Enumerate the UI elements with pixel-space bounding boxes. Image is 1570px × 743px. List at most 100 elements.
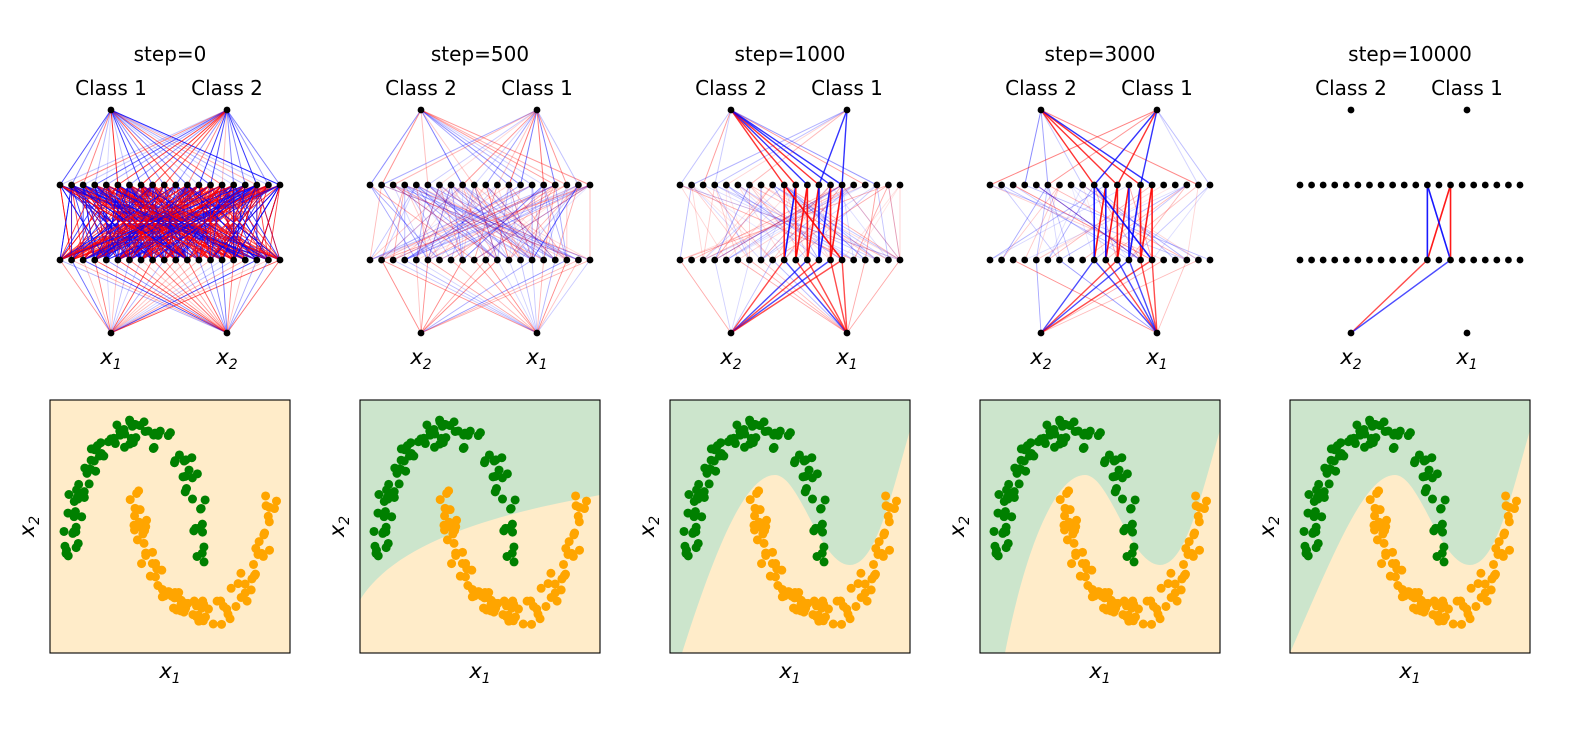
hidden-neuron — [986, 256, 994, 264]
connection-edge — [404, 184, 440, 261]
class-green-point — [1410, 458, 1420, 468]
connection-edge — [450, 184, 533, 261]
connection-edge — [439, 109, 538, 186]
connection-edge — [381, 259, 538, 334]
connection-edge — [427, 184, 579, 261]
class-green-point — [499, 526, 509, 536]
connection-edge — [381, 184, 591, 261]
class-orange-point — [1202, 496, 1212, 506]
connection-edge — [1040, 109, 1153, 186]
hidden-neuron — [1493, 256, 1501, 264]
connection-edge — [392, 184, 544, 261]
class-green-point — [1002, 485, 1012, 495]
class-orange-point — [533, 609, 543, 619]
y-axis-label-subscript: 2 — [337, 516, 353, 525]
class-orange-point — [263, 511, 273, 521]
class-green-point — [86, 455, 96, 465]
connection-edge — [679, 184, 727, 261]
class-orange-point — [808, 610, 818, 620]
hidden-neuron — [551, 256, 559, 264]
hidden-neuron — [1377, 256, 1385, 264]
class-orange-point — [1480, 579, 1490, 589]
class-orange-point — [457, 559, 467, 569]
hidden-neuron — [459, 181, 467, 189]
x-axis-label-subscript: 1 — [482, 671, 491, 687]
connection-edge — [369, 184, 475, 261]
connection-edge — [420, 109, 475, 186]
class-green-point — [709, 444, 719, 454]
class-green-point — [716, 438, 726, 448]
class-green-point — [389, 492, 399, 502]
class-orange-point — [760, 526, 770, 536]
hidden-neuron — [1102, 181, 1110, 189]
class-green-point — [187, 494, 197, 504]
plot-frame — [669, 399, 911, 654]
connection-edge — [415, 184, 440, 261]
connection-edge — [749, 109, 848, 186]
class-green-point — [679, 526, 689, 536]
connection-edge — [450, 184, 556, 261]
connection-edge — [1139, 259, 1158, 334]
class-orange-point — [1199, 504, 1209, 514]
class-green-point — [153, 430, 163, 440]
class-orange-point — [1509, 504, 1519, 514]
class-orange-point — [223, 609, 233, 619]
y-axis-label: x2 — [325, 516, 353, 538]
class-green-point — [99, 451, 109, 461]
region-green — [670, 400, 910, 653]
connection-edge — [59, 109, 228, 186]
connection-edge — [783, 259, 848, 334]
hidden-neuron — [1296, 181, 1304, 189]
class-green-point — [1311, 522, 1321, 532]
hidden-neuron — [757, 256, 765, 264]
connection-edge — [415, 184, 429, 261]
panel-title: step=1000 — [735, 42, 846, 66]
class-orange-point — [843, 609, 853, 619]
connection-edge — [450, 184, 556, 261]
connection-edge — [485, 259, 538, 334]
connection-edge — [485, 184, 510, 261]
input-label: x2 — [1029, 345, 1051, 373]
class-orange-point — [1062, 488, 1072, 498]
y-axis-label: x2 — [635, 516, 663, 538]
hidden-neuron — [1377, 181, 1385, 189]
connection-edge — [82, 109, 228, 186]
class-green-point — [1437, 519, 1447, 529]
connection-edge — [841, 184, 855, 261]
connection-edge — [841, 184, 901, 261]
connection-edge — [369, 184, 591, 261]
class-green-point — [729, 436, 739, 446]
connection-edge — [989, 184, 1164, 261]
class-orange-point — [1503, 511, 1513, 521]
connection-edge — [420, 109, 429, 186]
connection-edge — [381, 109, 538, 186]
connection-edge — [404, 184, 533, 261]
class-green-point — [497, 494, 507, 504]
class-green-point — [394, 479, 404, 489]
connection-edge — [679, 109, 732, 186]
connection-edge — [175, 109, 228, 186]
output-neuron — [1153, 106, 1161, 114]
hidden-neuron — [827, 181, 834, 189]
class-orange-point — [1128, 616, 1138, 626]
x-axis-label-base: x — [468, 659, 482, 683]
hidden-neuron — [1412, 256, 1420, 264]
y-axis-label: x2 — [1255, 516, 1283, 538]
hidden-neuron — [769, 256, 777, 264]
connection-edge — [140, 259, 228, 334]
connection-edge — [691, 184, 773, 261]
class-green-point — [506, 503, 516, 513]
connection-edge — [1128, 184, 1142, 261]
connection-edge — [520, 109, 538, 186]
class-green-point — [681, 549, 691, 559]
connection-edge — [520, 184, 579, 261]
connection-edge — [163, 109, 228, 186]
hidden-neuron — [1470, 256, 1478, 264]
class-green-point — [374, 490, 384, 500]
connection-edge — [485, 184, 556, 261]
connection-edge — [473, 184, 591, 261]
class-orange-point — [869, 559, 879, 569]
class-green-point — [187, 453, 197, 463]
connection-edge — [110, 109, 130, 186]
connection-edge — [462, 184, 544, 261]
